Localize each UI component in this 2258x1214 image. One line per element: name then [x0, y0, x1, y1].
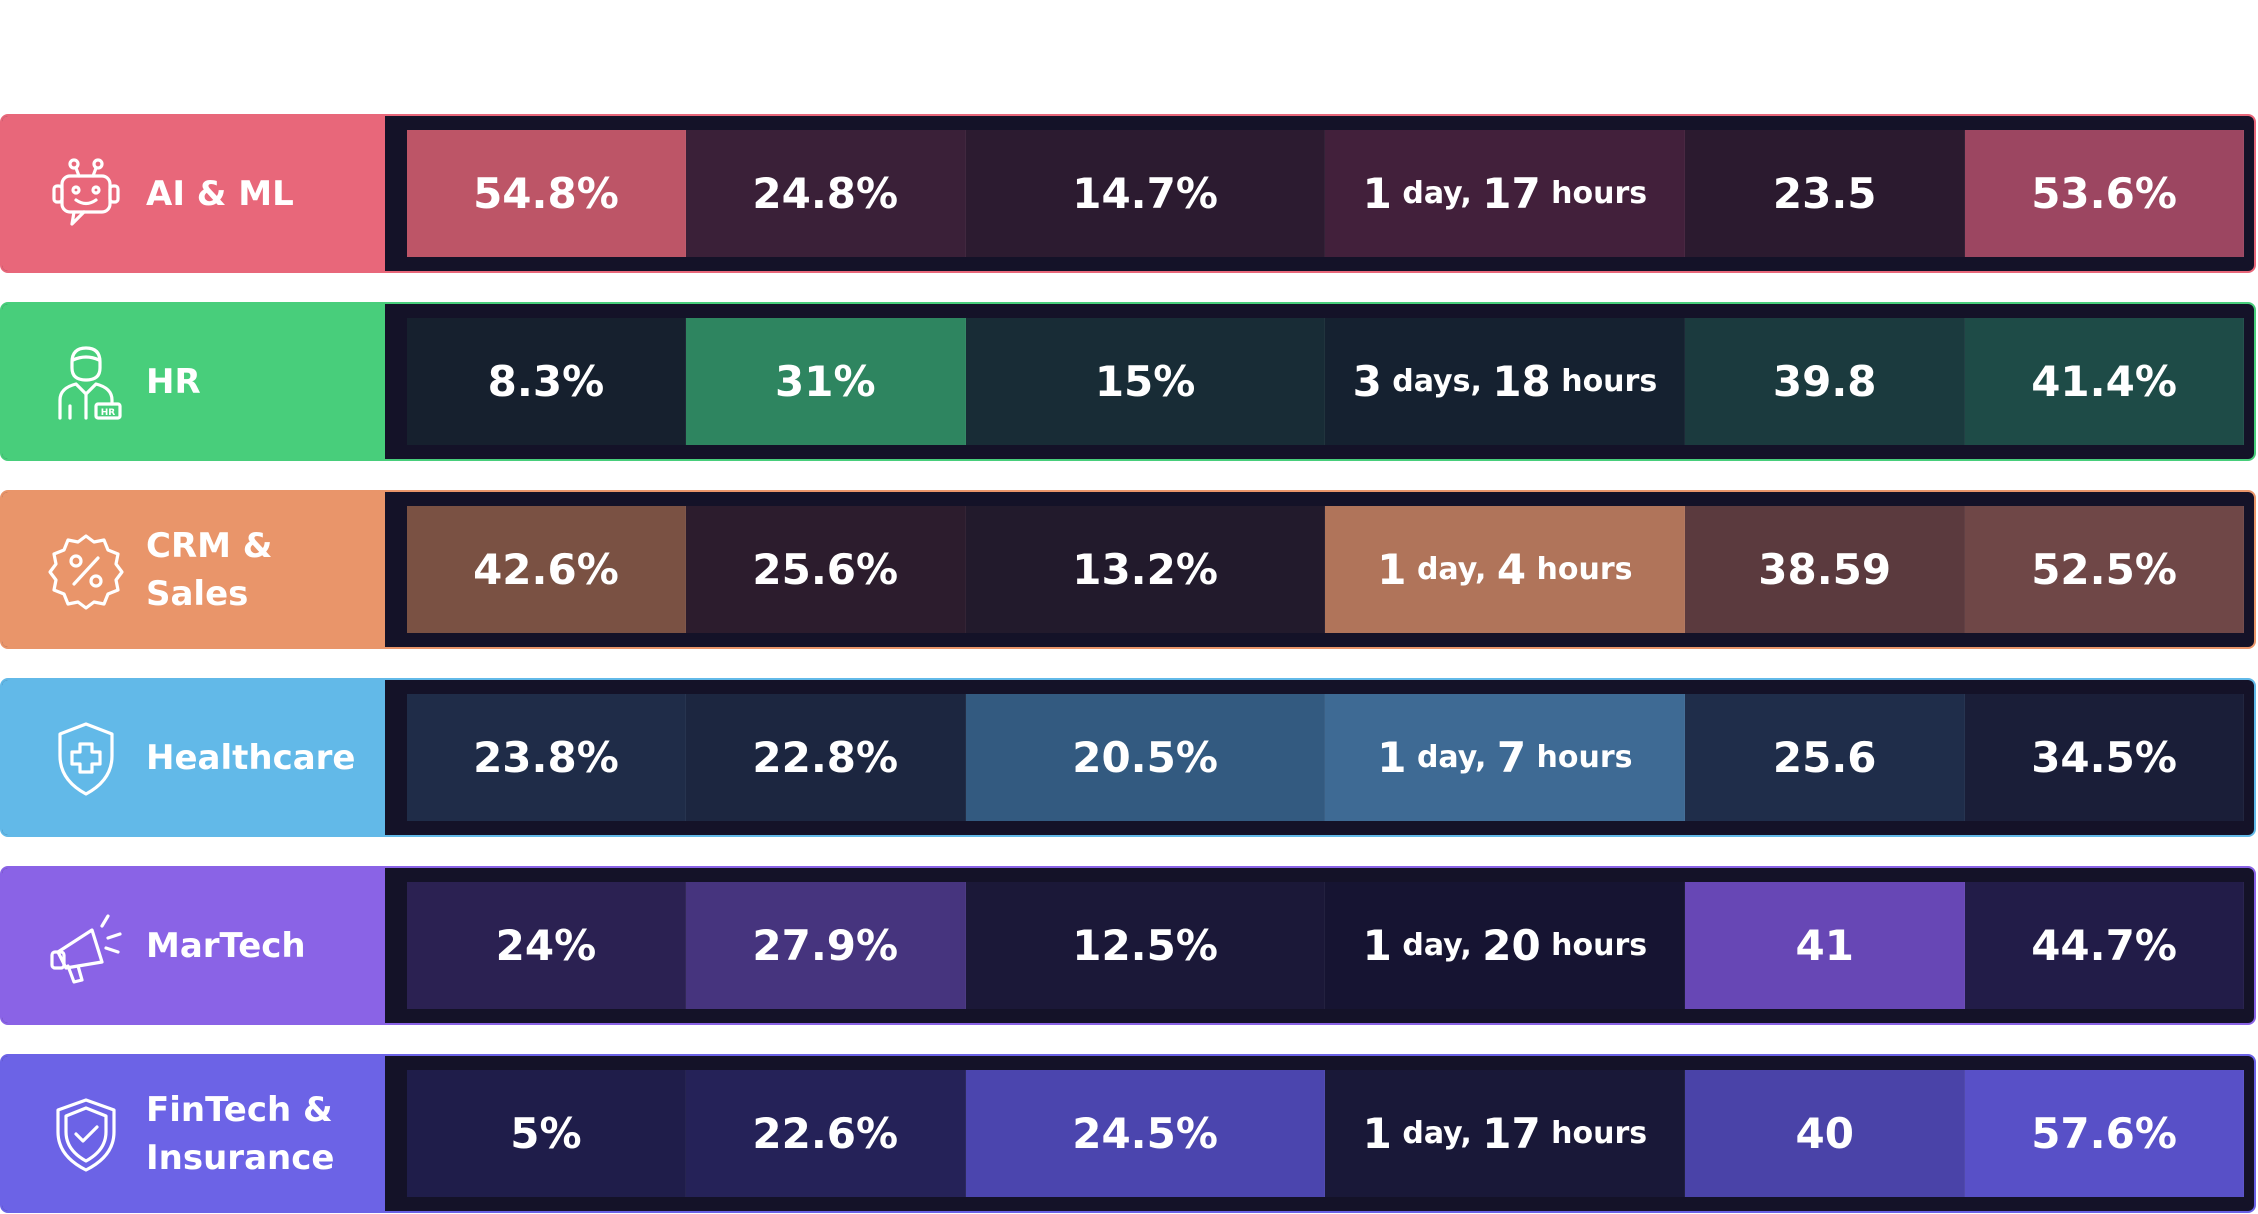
duration-cell: 1 day, 17 hours	[1325, 1070, 1686, 1197]
metric-cells: 54.8% 24.8% 14.7% 1 day, 17 hours 23.5 53.6%	[407, 130, 2244, 257]
duration-days: 1	[1377, 545, 1407, 594]
category-label-cell: Healthcare	[2, 680, 385, 835]
duration-days: 1	[1362, 169, 1392, 218]
table-row: CRM & Sales 42.6% 25.6% 13.2% 1 day, 4 hours…	[0, 490, 2256, 649]
value-cell: 54.8%	[407, 130, 686, 257]
duration-days-unit: day,	[1406, 552, 1497, 587]
table-row: AI & ML 54.8% 24.8% 14.7% 1 day, 17 hours 23.…	[0, 114, 2256, 273]
table-row: FinTech & Insurance 5% 22.6% 24.5% 1 day, 17…	[0, 1054, 2256, 1213]
duration-days-unit: day,	[1391, 176, 1483, 211]
value-cell: 20.5%	[965, 694, 1326, 821]
value-cell: 44.7%	[1965, 882, 2244, 1009]
duration-days: 3	[1352, 357, 1382, 406]
percent-badge-icon	[44, 528, 128, 612]
category-label-cell: HR HR	[2, 304, 385, 459]
value-cell: 57.6%	[1965, 1070, 2244, 1197]
metric-cells: 23.8% 22.8% 20.5% 1 day, 7 hours 25.6 34.5%	[407, 694, 2244, 821]
duration-hours-unit: hours	[1526, 552, 1633, 587]
value-cell: 34.5%	[1965, 694, 2244, 821]
metric-cells: 24% 27.9% 12.5% 1 day, 20 hours 41 44.7%	[407, 882, 2244, 1009]
duration-cell: 1 day, 17 hours	[1325, 130, 1686, 257]
shield-cross-icon	[44, 716, 128, 800]
category-label-cell: FinTech & Insurance	[2, 1056, 385, 1211]
duration-hours-unit: hours	[1550, 364, 1658, 399]
duration-hours-unit: hours	[1540, 928, 1648, 963]
employee-icon: HR	[44, 340, 128, 424]
duration-days-unit: day,	[1406, 740, 1497, 775]
duration-hours: 17	[1482, 169, 1541, 218]
duration-hours: 4	[1496, 545, 1527, 594]
duration-cell: 3 days, 18 hours	[1325, 318, 1686, 445]
duration-hours-unit: hours	[1526, 740, 1633, 775]
benchmark-table: AI & ML 54.8% 24.8% 14.7% 1 day, 17 hours 23.…	[0, 114, 2256, 1213]
category-label-cell: CRM & Sales	[2, 492, 385, 647]
value-cell: 22.6%	[685, 1070, 966, 1197]
duration-hours: 20	[1482, 921, 1541, 970]
category-label: HR	[146, 361, 201, 402]
metric-cells: 5% 22.6% 24.5% 1 day, 17 hours 40 57.6%	[407, 1070, 2244, 1197]
value-cell: 40	[1685, 1070, 1966, 1197]
duration-days-unit: day,	[1391, 1116, 1483, 1151]
table-row: Healthcare 23.8% 22.8% 20.5% 1 day, 7 hours 2…	[0, 678, 2256, 837]
value-cell: 24.5%	[965, 1070, 1326, 1197]
category-label: AI & ML	[146, 173, 294, 214]
value-cell: 15%	[965, 318, 1326, 445]
duration-hours-unit: hours	[1540, 1116, 1648, 1151]
category-label: CRM & Sales	[146, 525, 273, 614]
value-cell: 22.8%	[685, 694, 966, 821]
duration-hours-unit: hours	[1540, 176, 1648, 211]
table-row: HR HR 8.3% 31% 15% 3 days, 18 hours 39.8 41.4%	[0, 302, 2256, 461]
metric-cells: 42.6% 25.6% 13.2% 1 day, 4 hours 38.59 52.5%	[407, 506, 2244, 633]
metric-cells: 8.3% 31% 15% 3 days, 18 hours 39.8 41.4%	[407, 318, 2244, 445]
duration-days: 1	[1362, 1109, 1392, 1158]
duration-days-unit: day,	[1391, 928, 1483, 963]
category-label: MarTech	[146, 925, 306, 966]
duration-days: 1	[1377, 733, 1407, 782]
value-cell: 25.6%	[685, 506, 966, 633]
duration-days-unit: days,	[1381, 364, 1493, 399]
duration-hours: 17	[1482, 1109, 1541, 1158]
value-cell: 24%	[407, 882, 686, 1009]
value-cell: 25.6	[1685, 694, 1966, 821]
category-label: Healthcare	[146, 737, 356, 778]
value-cell: 53.6%	[1965, 130, 2244, 257]
value-cell: 31%	[685, 318, 966, 445]
value-cell: 23.5	[1685, 130, 1966, 257]
value-cell: 13.2%	[965, 506, 1326, 633]
table-row: MarTech 24% 27.9% 12.5% 1 day, 20 hours 41 44.…	[0, 866, 2256, 1025]
category-label: FinTech & Insurance	[146, 1089, 335, 1178]
shield-check-icon	[44, 1092, 128, 1176]
duration-hours: 18	[1492, 357, 1551, 406]
value-cell: 8.3%	[407, 318, 686, 445]
value-cell: 5%	[407, 1070, 686, 1197]
value-cell: 12.5%	[965, 882, 1326, 1009]
value-cell: 41	[1685, 882, 1966, 1009]
value-cell: 38.59	[1685, 506, 1966, 633]
value-cell: 52.5%	[1965, 506, 2244, 633]
megaphone-icon	[44, 904, 128, 988]
value-cell: 24.8%	[685, 130, 966, 257]
value-cell: 41.4%	[1965, 318, 2244, 445]
value-cell: 23.8%	[407, 694, 686, 821]
value-cell: 14.7%	[965, 130, 1326, 257]
svg-text:HR: HR	[101, 408, 116, 418]
value-cell: 42.6%	[407, 506, 686, 633]
duration-days: 1	[1362, 921, 1392, 970]
duration-cell: 1 day, 4 hours	[1325, 506, 1686, 633]
value-cell: 39.8	[1685, 318, 1966, 445]
category-label-cell: AI & ML	[2, 116, 385, 271]
category-label-cell: MarTech	[2, 868, 385, 1023]
duration-cell: 1 day, 20 hours	[1325, 882, 1686, 1009]
duration-cell: 1 day, 7 hours	[1325, 694, 1686, 821]
robot-chat-icon	[44, 152, 128, 236]
value-cell: 27.9%	[685, 882, 966, 1009]
duration-hours: 7	[1496, 733, 1527, 782]
